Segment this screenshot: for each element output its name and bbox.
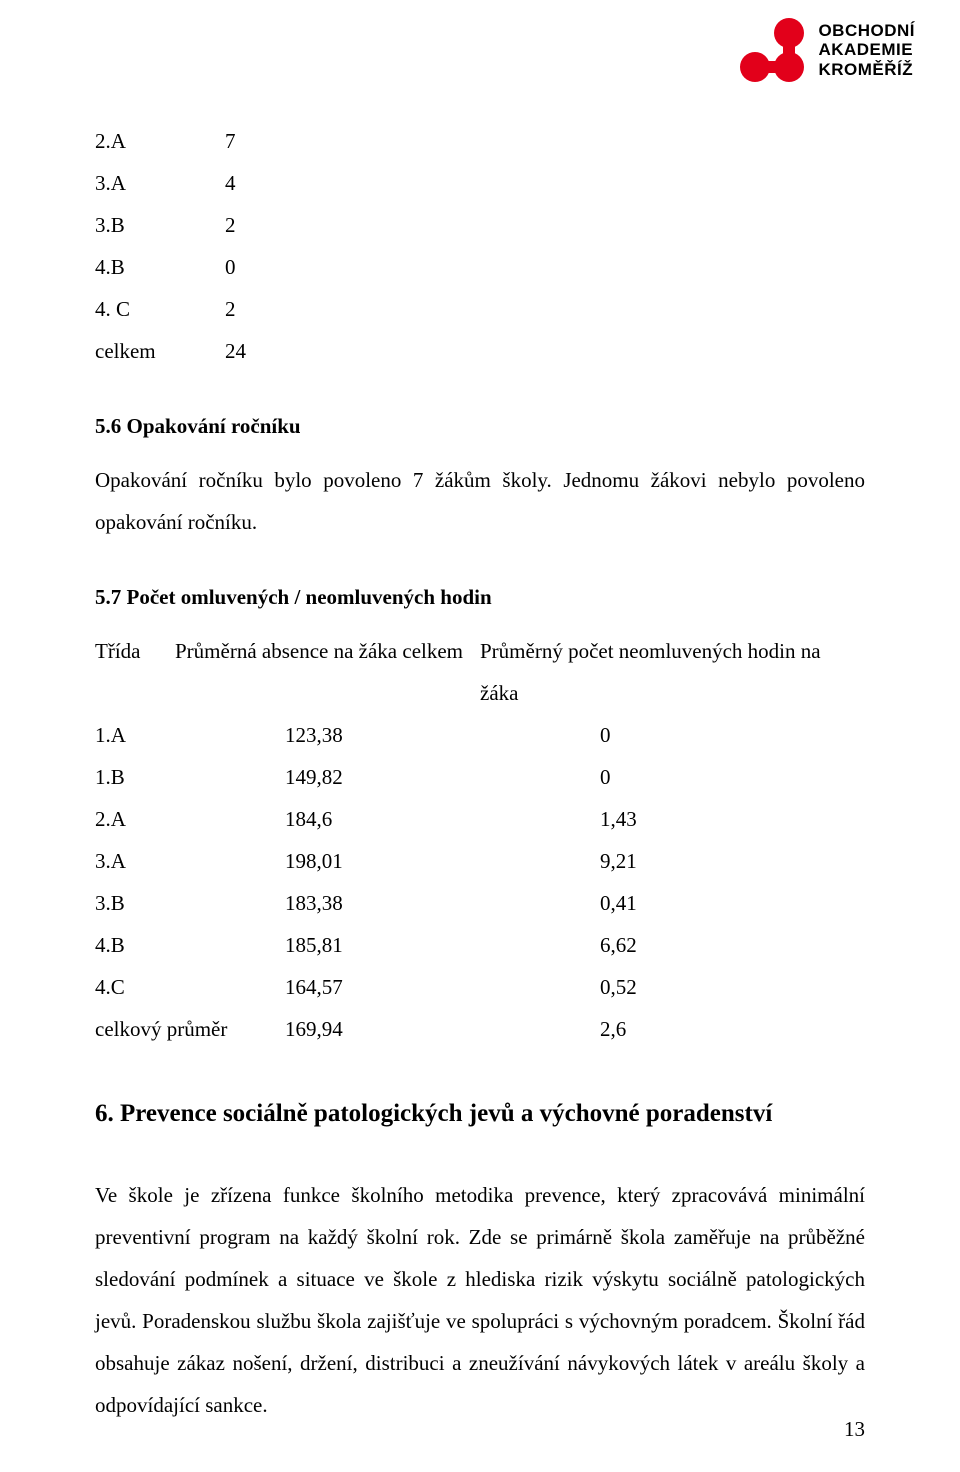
- class-label: 4.B: [95, 246, 225, 288]
- class-value: 2: [225, 288, 285, 330]
- logo-mark-icon: [740, 18, 810, 82]
- table-row: celkový průměr 169,94 2,6: [95, 1008, 865, 1050]
- cell: 3.A: [95, 840, 285, 882]
- cell: 2,6: [600, 1008, 860, 1050]
- cell: 184,6: [285, 798, 600, 840]
- class-count-table: 2.A 7 3.A 4 3.B 2 4.B 0 4. C 2 celkem 24: [95, 120, 865, 372]
- section-5-6-paragraph: Opakování ročníku bylo povoleno 7 žákům …: [95, 459, 865, 543]
- table-row: 3.B 183,38 0,41: [95, 882, 865, 924]
- class-value: 24: [225, 330, 285, 372]
- cell: 0,52: [600, 966, 860, 1008]
- cell: 183,38: [285, 882, 600, 924]
- class-label: 3.A: [95, 162, 225, 204]
- section-6-paragraph: Ve škole je zřízena funkce školního meto…: [95, 1174, 865, 1426]
- cell: 149,82: [285, 756, 600, 798]
- school-logo: OBCHODNÍ AKADEMIE KROMĚŘÍŽ: [740, 18, 915, 82]
- class-label: 2.A: [95, 120, 225, 162]
- table-row: 2.A 7: [95, 120, 865, 162]
- table-row: 3.B 2: [95, 204, 865, 246]
- cell: 4.C: [95, 966, 285, 1008]
- cell: 0: [600, 714, 860, 756]
- cell: celkový průměr: [95, 1008, 285, 1050]
- table-row: 1.A 123,38 0: [95, 714, 865, 756]
- section-6-heading: 6. Prevence sociálně patologických jevů …: [95, 1100, 865, 1128]
- cell: 198,01: [285, 840, 600, 882]
- table-row: 4.B 185,81 6,62: [95, 924, 865, 966]
- class-value: 2: [225, 204, 285, 246]
- table-row: 3.A 198,01 9,21: [95, 840, 865, 882]
- table-row: 3.A 4: [95, 162, 865, 204]
- logo-line: AKADEMIE: [818, 40, 915, 60]
- cell: 2.A: [95, 798, 285, 840]
- logo-text: OBCHODNÍ AKADEMIE KROMĚŘÍŽ: [818, 21, 915, 80]
- table-row: 2.A 184,6 1,43: [95, 798, 865, 840]
- class-value: 0: [225, 246, 285, 288]
- col-header: Průměrný počet neomluvených hodin na žák…: [480, 630, 860, 714]
- document-page: OBCHODNÍ AKADEMIE KROMĚŘÍŽ 2.A 7 3.A 4 3…: [0, 0, 960, 1472]
- col-header: Průměrná absence na žáka celkem: [175, 630, 480, 714]
- absence-table: Třída Průměrná absence na žáka celkem Pr…: [95, 630, 865, 1050]
- cell: 6,62: [600, 924, 860, 966]
- cell: 185,81: [285, 924, 600, 966]
- cell: 1,43: [600, 798, 860, 840]
- cell: 123,38: [285, 714, 600, 756]
- page-content: 2.A 7 3.A 4 3.B 2 4.B 0 4. C 2 celkem 24: [95, 40, 865, 1426]
- cell: 9,21: [600, 840, 860, 882]
- cell: 1.A: [95, 714, 285, 756]
- logo-line: KROMĚŘÍŽ: [818, 60, 915, 80]
- class-value: 7: [225, 120, 285, 162]
- table-row: 4.B 0: [95, 246, 865, 288]
- class-label: 4. C: [95, 288, 225, 330]
- cell: 0: [600, 756, 860, 798]
- cell: 3.B: [95, 882, 285, 924]
- class-label: celkem: [95, 330, 225, 372]
- table-row: celkem 24: [95, 330, 865, 372]
- cell: 164,57: [285, 966, 600, 1008]
- table-row: 1.B 149,82 0: [95, 756, 865, 798]
- class-label: 3.B: [95, 204, 225, 246]
- table-row: 4.C 164,57 0,52: [95, 966, 865, 1008]
- col-header: Třída: [95, 630, 175, 714]
- section-5-7-heading: 5.7 Počet omluvených / neomluvených hodi…: [95, 585, 865, 610]
- cell: 0,41: [600, 882, 860, 924]
- class-value: 4: [225, 162, 285, 204]
- table-row: 4. C 2: [95, 288, 865, 330]
- cell: 1.B: [95, 756, 285, 798]
- table-header-row: Třída Průměrná absence na žáka celkem Pr…: [95, 630, 865, 714]
- cell: 169,94: [285, 1008, 600, 1050]
- logo-line: OBCHODNÍ: [818, 21, 915, 41]
- page-number: 13: [844, 1417, 865, 1442]
- cell: 4.B: [95, 924, 285, 966]
- section-5-6-heading: 5.6 Opakování ročníku: [95, 414, 865, 439]
